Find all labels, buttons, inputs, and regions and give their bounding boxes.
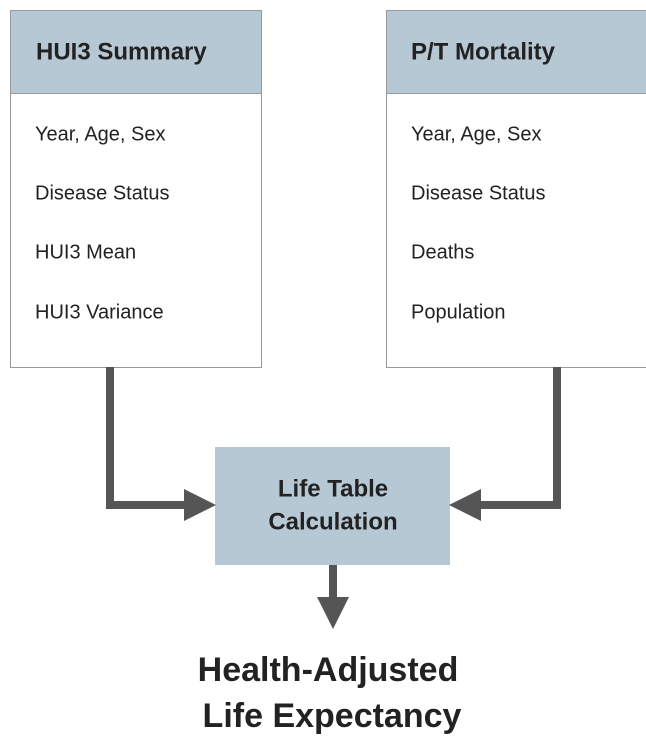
box-title: P/T Mortality <box>411 38 556 65</box>
process-label: Life Table <box>278 475 388 502</box>
box-title: HUI3 Summary <box>36 38 207 65</box>
process-label: Calculation <box>268 508 397 535</box>
process-box <box>215 447 450 565</box>
box-item: HUI3 Mean <box>35 241 136 263</box>
box-item: Deaths <box>411 241 474 263</box>
box-item: Year, Age, Sex <box>411 123 541 145</box>
box-item: Disease Status <box>35 182 170 204</box>
box-item: Disease Status <box>411 182 546 204</box>
box-item: HUI3 Variance <box>35 301 164 323</box>
box-item: Year, Age, Sex <box>35 123 165 145</box>
arrow <box>110 367 204 505</box>
output-label: Health-Adjusted <box>198 651 459 689</box>
box-item: Population <box>411 301 506 323</box>
output-label: Life Expectancy <box>203 697 462 735</box>
arrow <box>461 367 557 505</box>
